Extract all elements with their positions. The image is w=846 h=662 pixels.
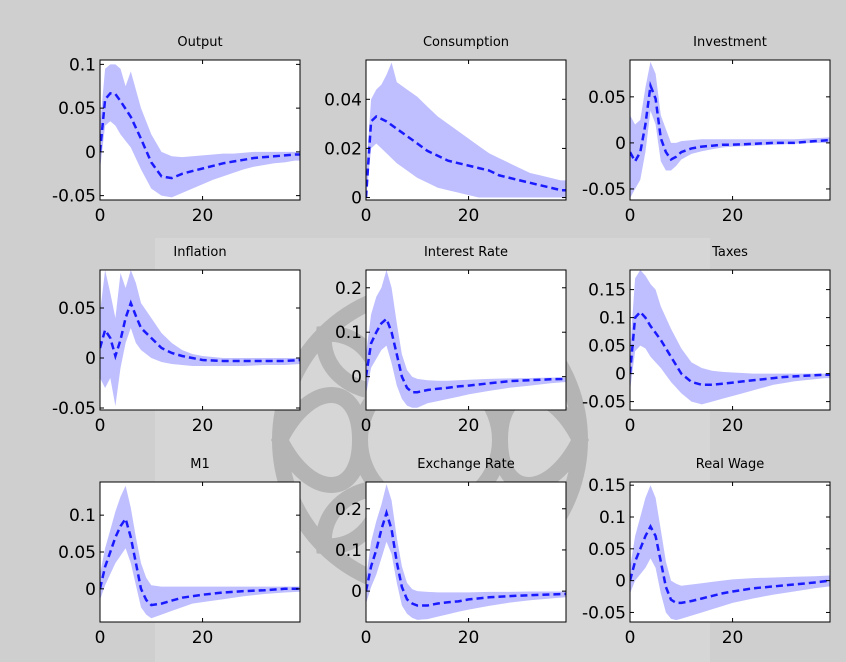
x-tick-label: 20	[192, 206, 214, 226]
x-tick-label: 0	[361, 416, 372, 436]
median-line	[630, 80, 830, 164]
panel-title: Investment	[693, 35, 767, 50]
confidence-band	[100, 64, 300, 198]
y-tick-label: 0	[615, 365, 626, 385]
panel-consumption: 0 20 0 0.02 0.04 Consumption	[324, 35, 567, 226]
y-tick-label: 0	[85, 349, 96, 369]
y-tick-label: 0.1	[599, 508, 626, 528]
x-tick-label: 0	[361, 628, 372, 648]
x-tick-label: 20	[722, 416, 744, 436]
panel-taxes: 0 20 -0.05 0 0.05 0.1 0.15 Taxes	[582, 245, 831, 436]
x-tick-label: 20	[722, 628, 744, 648]
y-tick-label: 0.05	[588, 540, 626, 560]
confidence-band	[630, 61, 830, 199]
y-tick-label: 0.05	[58, 99, 96, 119]
panel-exchange-rate: 0 20 0 0.1 0.2 Exchange Rate	[335, 457, 567, 648]
median-line	[366, 508, 566, 607]
panel-title: Inflation	[173, 245, 226, 260]
axes-frame	[365, 481, 567, 623]
x-tick-label: 20	[458, 416, 480, 436]
panel-title: Real Wage	[696, 457, 764, 472]
y-tick-label: 0.15	[588, 476, 626, 496]
confidence-band	[366, 270, 566, 408]
panel-title: Taxes	[711, 245, 748, 260]
y-tick-label: 0.05	[588, 88, 626, 108]
y-tick-label: -0.05	[52, 187, 96, 207]
median-line	[100, 299, 300, 363]
y-tick-label: 0.05	[588, 337, 626, 357]
panel-interest-rate: 0 20 0 0.1 0.2 Interest Rate	[335, 245, 567, 436]
y-tick-label: -0.05	[582, 180, 626, 200]
panel-title: Consumption	[423, 35, 509, 50]
panel-real-wage: 0 20 -0.05 0 0.05 0.1 0.15 Real Wage	[582, 457, 831, 648]
axes-frame	[365, 59, 567, 201]
median-line	[100, 515, 300, 607]
y-tick-label: -0.05	[582, 393, 626, 413]
y-tick-label: -0.05	[582, 603, 626, 623]
median-line	[630, 523, 830, 605]
y-tick-label: 0	[615, 134, 626, 154]
y-tick-label: 0.15	[588, 281, 626, 301]
y-tick-label: 0.1	[599, 309, 626, 329]
y-tick-label: 0	[85, 580, 96, 600]
axes-frame	[629, 481, 831, 623]
confidence-band	[100, 485, 300, 619]
x-tick-label: 0	[361, 206, 372, 226]
median-line	[630, 310, 830, 387]
y-tick-label: 0.05	[58, 543, 96, 563]
y-tick-label: 0.1	[335, 541, 362, 561]
x-tick-label: 0	[95, 416, 106, 436]
y-tick-label: 0.05	[58, 299, 96, 319]
axes-frame	[629, 59, 831, 201]
confidence-band	[100, 270, 300, 406]
y-tick-label: 0	[351, 189, 362, 209]
axes-frame	[629, 269, 831, 411]
panel-title: Output	[177, 35, 222, 50]
panel-title: Exchange Rate	[417, 457, 514, 472]
axes-frame	[99, 59, 301, 201]
y-tick-label: 0.1	[335, 323, 362, 343]
x-tick-label: 0	[95, 206, 106, 226]
y-tick-label: 0.2	[335, 500, 362, 520]
y-tick-label: 0	[351, 582, 362, 602]
panel-title: Interest Rate	[424, 245, 508, 260]
median-line	[366, 115, 566, 198]
x-tick-label: 20	[192, 628, 214, 648]
x-tick-label: 0	[625, 416, 636, 436]
y-tick-label: 0.04	[324, 90, 362, 110]
y-tick-label: -0.05	[52, 399, 96, 419]
x-tick-label: 20	[722, 206, 744, 226]
panel-m1: 0 20 0 0.05 0.1 M1	[58, 457, 301, 648]
x-tick-label: 20	[458, 628, 480, 648]
axes-frame	[365, 269, 567, 411]
median-line	[100, 91, 300, 180]
y-tick-label: 0.02	[324, 139, 362, 159]
y-tick-label: 0.1	[69, 506, 96, 526]
y-tick-label: 0	[351, 368, 362, 388]
y-tick-label: 0	[615, 572, 626, 592]
y-tick-label: 0.2	[335, 279, 362, 299]
x-tick-label: 20	[458, 206, 480, 226]
y-tick-label: 0.1	[69, 55, 96, 75]
confidence-band	[366, 484, 566, 620]
x-tick-label: 0	[95, 628, 106, 648]
x-tick-label: 0	[625, 628, 636, 648]
confidence-band	[366, 62, 566, 200]
axes-frame	[99, 269, 301, 411]
panel-investment: 0 20 -0.05 0 0.05 Investment	[582, 35, 831, 226]
y-tick-label: 0	[85, 143, 96, 163]
median-line	[366, 316, 566, 394]
panel-title: M1	[190, 457, 210, 472]
x-tick-label: 20	[192, 416, 214, 436]
x-tick-label: 0	[625, 206, 636, 226]
